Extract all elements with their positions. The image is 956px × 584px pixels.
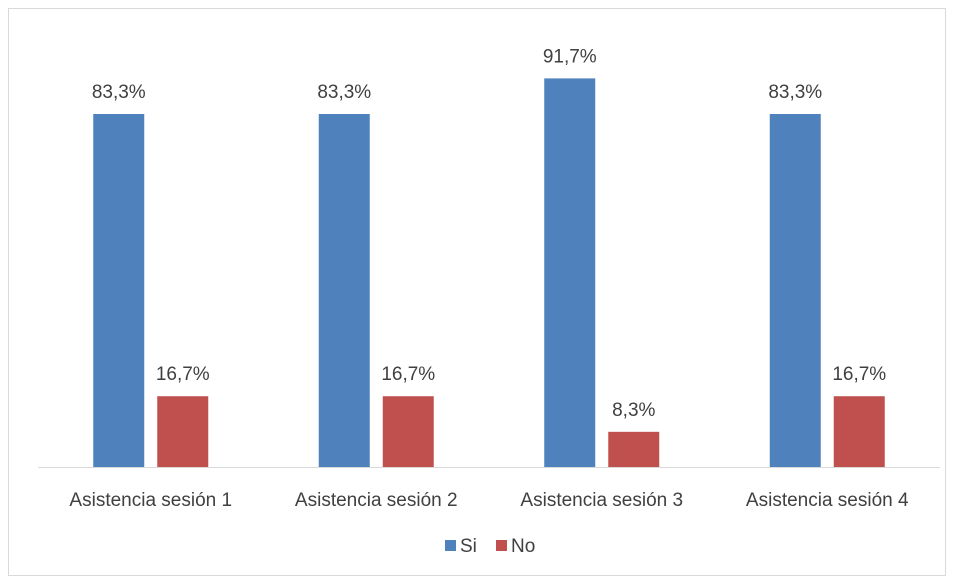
data-label-no-1: 16,7% [156,364,210,385]
bar-no-2 [382,396,434,467]
bar-si-4 [769,114,821,467]
bar-no-4 [833,396,885,467]
data-label-no-2: 16,7% [381,364,435,385]
data-label-no-3: 8,3% [612,400,655,421]
bar-si-1 [93,114,145,467]
data-label-si-2: 83,3% [317,82,371,103]
x-tick-label-3: Asistencia sesión 3 [520,490,683,511]
data-label-no-4: 16,7% [832,364,886,385]
x-tick-label-1: Asistencia sesión 1 [69,490,232,511]
legend-label-si: Si [460,536,477,557]
x-tick-label-4: Asistencia sesión 4 [746,490,909,511]
legend-label-no: No [511,536,535,557]
data-label-si-4: 83,3% [768,82,822,103]
data-label-si-1: 83,3% [92,82,146,103]
bar-no-3 [608,431,660,467]
bar-no-1 [157,396,209,467]
bar-si-3 [544,78,596,468]
legend-swatch-no [496,540,507,551]
data-label-si-3: 91,7% [543,46,597,67]
bar-si-2 [318,114,370,467]
x-tick-label-2: Asistencia sesión 2 [295,490,458,511]
legend-swatch-si [445,540,456,551]
